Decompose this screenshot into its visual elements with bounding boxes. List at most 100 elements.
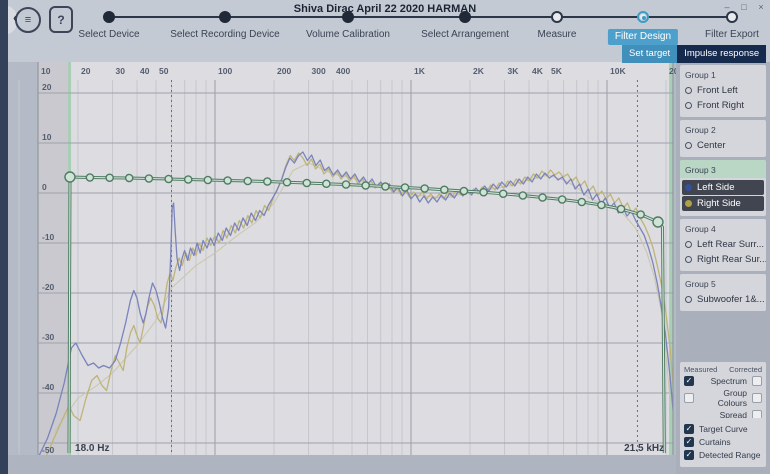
left-curtain-shade[interactable] [38,62,70,455]
target-point[interactable] [652,216,664,228]
checkbox-checked[interactable]: ✓ [684,437,694,447]
back-icon[interactable]: ‹ [13,10,18,25]
svg-text:3K: 3K [508,66,520,76]
step-dot-select-arrangement[interactable] [459,11,471,23]
target-point[interactable] [420,184,429,193]
subtab-bar: Set target Impulse response [622,45,767,63]
svg-text:4K: 4K [532,66,544,76]
channel-item-left-side[interactable]: Left Side [682,180,764,195]
target-point[interactable] [322,179,331,189]
checkbox-checked[interactable]: ✓ [684,450,694,460]
step-dot-select-recording-device[interactable] [219,11,231,23]
help-button[interactable]: ? [49,6,73,33]
step-dot-select-device[interactable] [103,11,115,23]
target-point[interactable] [64,171,76,183]
maximize-icon[interactable]: □ [741,2,747,12]
radio-icon [685,296,692,303]
checkbox-checked[interactable]: ✓ [684,376,694,386]
step-dot-filter-design[interactable] [637,11,649,23]
overlay-row-detected-range: ✓ Detected Range [684,450,762,460]
target-point[interactable] [263,177,272,186]
step-label-volume-calibration[interactable]: Volume Calibration [306,29,390,40]
step-dot-filter-export[interactable] [726,11,738,23]
step-dot-volume-calibration[interactable] [342,11,354,23]
checkbox-unchecked[interactable] [752,393,762,403]
axis-labels: 10203040501002003004001K2K3K4K5K10K20K20… [41,66,685,455]
step-label-measure[interactable]: Measure [537,29,577,40]
target-point[interactable] [400,183,410,192]
step-label-select-recording-device[interactable]: Select Recording Device [170,29,280,40]
channel-item-right-rear-sur-[interactable]: Right Rear Sur... [680,252,766,267]
channel-label: Front Right [697,100,744,111]
target-point[interactable] [183,175,193,184]
channel-label: Left Side [697,182,735,193]
step-label-select-device[interactable]: Select Device [78,29,140,40]
group-header[interactable]: Group 4 [685,224,716,234]
channel-item-front-left[interactable]: Front Left [680,83,766,98]
checkbox-checked[interactable]: ✓ [684,424,694,434]
target-point[interactable] [498,189,508,199]
channel-item-right-side[interactable]: Right Side [682,196,764,211]
group-header[interactable]: Group 5 [685,279,716,289]
target-point[interactable] [538,193,547,202]
group-header[interactable]: Group 2 [685,125,716,135]
target-point[interactable] [302,178,312,188]
target-point[interactable] [597,200,606,210]
overlay-label: Detected Range [699,450,761,460]
low-curtain-frequency: 18.0 Hz [75,443,109,454]
subtab-impulse-response[interactable]: Impulse response [677,45,767,63]
chart-svg[interactable]: 10203040501002003004001K2K3K4K5K10K20K20… [8,62,685,455]
step-label-select-arrangement[interactable]: Select Arrangement [421,29,509,40]
target-point[interactable] [518,191,528,200]
svg-text:5K: 5K [551,66,563,76]
menu-button[interactable]: ≡ [15,7,41,33]
overlay-label: Curtains [699,437,731,447]
subtab-set-target[interactable]: Set target [622,45,678,63]
target-point[interactable] [577,197,587,207]
group-header[interactable]: Group 3 [680,160,766,178]
target-point[interactable] [440,185,449,195]
target-point[interactable] [124,173,134,183]
checkbox-unchecked[interactable] [752,376,762,386]
display-options-panel: Measured Corrected ✓ Spectrum Group Colours S… [680,362,766,426]
radio-icon [685,256,692,263]
target-point[interactable] [203,175,213,185]
target-point[interactable] [85,173,95,182]
target-point[interactable] [636,210,645,219]
channel-item-front-right[interactable]: Front Right [680,98,766,113]
target-point[interactable] [616,204,626,214]
channel-item-left-rear-surr-[interactable]: Left Rear Surr... [680,237,766,252]
svg-text:50: 50 [159,66,169,76]
target-point[interactable] [223,176,232,185]
target-point[interactable] [479,187,488,197]
svg-text:400: 400 [336,66,350,76]
target-point[interactable] [381,182,390,191]
channel-color-dot [685,184,692,191]
target-point[interactable] [341,180,351,189]
target-point[interactable] [144,174,154,183]
option-label: Spectrum [710,376,747,386]
target-point[interactable] [361,181,370,190]
channel-item-center[interactable]: Center [680,138,766,153]
checkbox-unchecked[interactable] [684,393,694,403]
step-label-filter-design[interactable]: Filter Design [607,29,679,45]
channel-item-subwoofer-1-[interactable]: Subwoofer 1&... [680,292,766,307]
group-header[interactable]: Group 1 [685,70,716,80]
target-point[interactable] [164,174,173,184]
close-icon[interactable]: × [758,2,764,12]
window-controls: – □ × [722,2,766,12]
step-dot-measure[interactable] [551,11,563,23]
right-curtain-line[interactable] [669,62,674,455]
minimize-icon[interactable]: – [724,2,730,12]
target-point[interactable] [282,177,292,187]
target-point[interactable] [105,173,114,183]
svg-text:2K: 2K [473,66,485,76]
target-point[interactable] [459,186,469,196]
step-label-filter-export[interactable]: Filter Export [705,29,759,40]
gridlines [18,80,673,455]
response-chart[interactable]: 10203040501002003004001K2K3K4K5K10K20K20… [8,62,685,455]
overlay-label: Target Curve [699,424,748,434]
target-point[interactable] [557,195,567,204]
target-point[interactable] [243,176,253,186]
channel-label: Right Side [697,198,741,209]
